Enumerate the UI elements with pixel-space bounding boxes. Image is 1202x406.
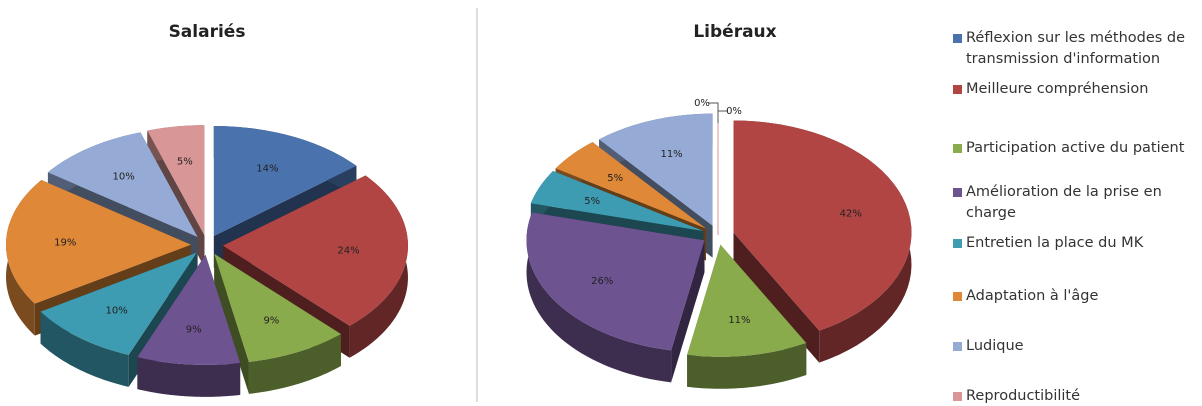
pie-slice [687, 244, 807, 357]
legend-swatch [953, 292, 962, 301]
legend-swatch [953, 34, 962, 43]
pie-slice [599, 113, 713, 226]
chart-title: Salariés [169, 22, 246, 42]
legend-swatch [953, 392, 962, 401]
legend-label: Entretien la place du MK [966, 235, 1144, 251]
legend-item: Participation active du patient [953, 138, 1198, 159]
legend-label: Reproductibilité [966, 388, 1081, 404]
pie-slice [222, 175, 408, 326]
legend-label: Adaptation à l'âge [966, 288, 1099, 304]
slice-side [40, 311, 129, 387]
data-label: 26% [591, 276, 613, 287]
pie-slice [526, 212, 705, 351]
legend-item: Reproductibilité [953, 386, 1198, 406]
pie-slice [213, 126, 357, 237]
data-label: 11% [660, 149, 682, 160]
legend-swatch [953, 85, 962, 94]
data-label: 0% [694, 98, 710, 109]
pie-slice [214, 253, 341, 362]
legend-item: Ludique [953, 336, 1198, 357]
legend-item: Amélioration de la prise en charge [953, 182, 1198, 224]
data-label: 24% [337, 245, 359, 256]
chart-title: Libéraux [693, 22, 776, 42]
data-label: 0% [726, 106, 742, 117]
data-label: 5% [584, 196, 600, 207]
legend-swatch [953, 144, 962, 153]
legend-label: Amélioration de la prise en charge [966, 184, 1162, 221]
data-label: 19% [54, 237, 76, 248]
pie-slice [47, 132, 198, 237]
data-label: 9% [186, 324, 202, 335]
slice-side [137, 357, 241, 397]
legend-item: Meilleure compréhension [953, 79, 1198, 100]
slice-wall [671, 240, 705, 383]
pie-slice [733, 120, 912, 331]
data-label: 10% [105, 305, 127, 316]
pie-slice [137, 254, 241, 365]
legend-item: Entretien la place du MK [953, 233, 1198, 254]
slice-side [248, 334, 341, 394]
data-label: 5% [607, 173, 623, 184]
legend-label: Participation active du patient [966, 140, 1185, 156]
legend-label: Ludique [966, 338, 1024, 354]
slice-wall [214, 253, 249, 394]
legend-swatch [953, 239, 962, 248]
data-label: 9% [263, 315, 279, 326]
leader-line [717, 110, 728, 123]
legend-label: Meilleure compréhension [966, 81, 1149, 97]
slice-side [526, 212, 672, 383]
data-label: 5% [177, 156, 193, 167]
data-label: 10% [113, 171, 135, 182]
legend-item: Adaptation à l'âge [953, 286, 1198, 307]
pie-slice [530, 171, 704, 232]
data-label: 42% [840, 209, 862, 220]
pie-slice [6, 180, 192, 304]
slice-side [687, 342, 807, 389]
data-label: 11% [728, 315, 750, 326]
pie-slice [147, 125, 205, 236]
slice-wall [733, 232, 820, 363]
legend-label: Réflexion sur les méthodes de transmissi… [966, 30, 1186, 67]
legend-swatch [953, 188, 962, 197]
legend-swatch [953, 342, 962, 351]
data-label: 14% [256, 163, 278, 174]
pie-slice [555, 142, 706, 229]
legend-item: Réflexion sur les méthodes de transmissi… [953, 28, 1198, 70]
pie-slice [40, 252, 197, 355]
